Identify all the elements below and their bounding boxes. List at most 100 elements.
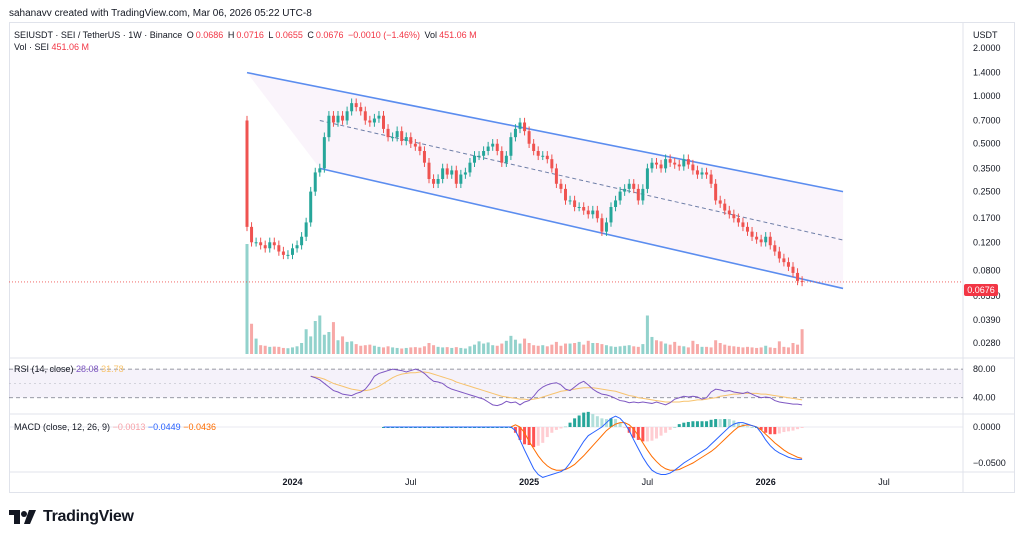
price-tick-label: 0.7000 xyxy=(973,115,1001,125)
candle-body xyxy=(564,188,567,201)
macd-histogram-bar xyxy=(559,427,563,429)
macd-histogram-bar xyxy=(800,427,804,428)
volume-bar xyxy=(714,340,718,354)
volume-bar xyxy=(445,347,449,354)
candle-body xyxy=(541,155,545,157)
volume-bar xyxy=(732,346,736,354)
volume-bar xyxy=(700,346,704,354)
candle-body xyxy=(404,137,408,142)
volume-bar xyxy=(636,346,640,354)
macd-tick-label: −0.0500 xyxy=(973,458,1006,468)
candle-body xyxy=(545,155,549,160)
macd-histogram-bar xyxy=(523,427,527,445)
price-tick-label: 0.0390 xyxy=(973,315,1001,325)
symbol-title[interactable]: SEIUSDT · SEI / TetherUS · 1W · Binance xyxy=(14,30,183,40)
volume-bar xyxy=(627,345,631,354)
candle-body xyxy=(441,168,445,180)
candle-body xyxy=(714,183,718,201)
macd-histogram-bar xyxy=(691,421,695,427)
rsi-legend[interactable]: RSI (14, close) 28.08 31.78 xyxy=(14,364,124,374)
candle-body xyxy=(568,200,572,202)
volume-bar xyxy=(459,347,463,354)
volume-bar xyxy=(705,346,709,354)
candle-body xyxy=(331,115,335,123)
macd-histogram-bar xyxy=(750,427,754,428)
volume-bar xyxy=(600,344,604,354)
volume-bar xyxy=(591,343,595,354)
macd-legend-label: MACD (close, 12, 26, 9) xyxy=(14,422,111,432)
volume-bar xyxy=(746,346,749,354)
candle-body xyxy=(372,118,376,123)
macd-histogram-bar xyxy=(746,426,749,428)
macd-histogram-bar xyxy=(659,427,663,436)
candle-body xyxy=(245,120,249,227)
volume-bar xyxy=(295,346,299,354)
volume-bar xyxy=(682,346,686,354)
candle-body xyxy=(300,236,304,246)
volume-bar xyxy=(491,345,495,354)
rsi-ma-line xyxy=(310,371,803,403)
price-tick-label: 0.2500 xyxy=(973,187,1001,197)
vol-value: 451.06 M xyxy=(439,30,477,40)
macd-histogram-bar xyxy=(759,427,763,430)
symbol-legend[interactable]: SEIUSDT · SEI / TetherUS · 1W · Binance … xyxy=(14,30,479,40)
macd-histogram-bar xyxy=(623,427,627,428)
candle-body xyxy=(554,168,558,184)
candle-body xyxy=(468,162,472,173)
price-tick-label: 1.0000 xyxy=(973,91,1001,101)
macd-histogram-bar xyxy=(595,416,599,427)
candle-body xyxy=(777,251,781,259)
macd-histogram-bar xyxy=(527,427,531,445)
macd-histogram-bar xyxy=(568,422,572,427)
tradingview-logo[interactable]: TradingView xyxy=(9,508,134,526)
vol-label: Vol xyxy=(424,30,438,40)
macd-histogram-bar xyxy=(536,427,540,446)
candle-body xyxy=(623,188,627,192)
candle-body xyxy=(782,258,786,263)
volume-legend[interactable]: Vol · SEI 451.06 M xyxy=(14,42,89,52)
rsi-tick-label: 80.00 xyxy=(973,364,996,374)
candle-body xyxy=(736,218,740,223)
volume-bar xyxy=(482,343,486,354)
low-value: 0.0655 xyxy=(275,30,303,40)
macd-histogram-bar xyxy=(636,427,640,440)
candle-body xyxy=(250,226,254,243)
volume-bar xyxy=(582,344,586,354)
candle-body xyxy=(796,272,800,281)
candle-body xyxy=(604,222,608,232)
volume-bar xyxy=(359,345,363,354)
macd-histogram-bar xyxy=(564,426,567,428)
volume-bar xyxy=(523,338,527,354)
candle-body xyxy=(450,170,454,175)
macd-histogram-bar xyxy=(782,427,786,433)
volume-bar xyxy=(604,345,608,354)
volume-bar xyxy=(759,347,763,354)
macd-histogram-bar xyxy=(709,419,713,427)
volume-bar xyxy=(668,344,672,354)
macd-histogram-bar xyxy=(786,427,790,432)
volume-bar xyxy=(313,321,317,354)
candle-body xyxy=(691,164,695,171)
macd-histogram-bar xyxy=(632,427,636,438)
volume-bar xyxy=(427,343,431,354)
volume-bar xyxy=(513,339,517,354)
candle-body xyxy=(636,188,640,201)
volume-bar xyxy=(573,343,577,354)
macd-legend[interactable]: MACD (close, 12, 26, 9) −0.0013 −0.0449 … xyxy=(14,422,216,432)
volume-bar xyxy=(354,344,358,354)
volume-bar xyxy=(372,345,376,354)
volume-bar xyxy=(559,345,563,354)
candle-body xyxy=(686,159,690,165)
volume-bar xyxy=(473,344,476,354)
candle-body xyxy=(359,107,363,112)
candle-body xyxy=(272,242,276,246)
volume-bar xyxy=(286,348,290,354)
candle-body xyxy=(473,155,476,163)
candle-body xyxy=(573,200,577,208)
currency-label[interactable]: USDT xyxy=(973,30,998,40)
macd-histogram-bar xyxy=(513,427,517,433)
macd-histogram-bar xyxy=(777,427,781,434)
price-tick-label: 2.0000 xyxy=(973,43,1001,53)
channel-mid-line xyxy=(319,120,844,241)
